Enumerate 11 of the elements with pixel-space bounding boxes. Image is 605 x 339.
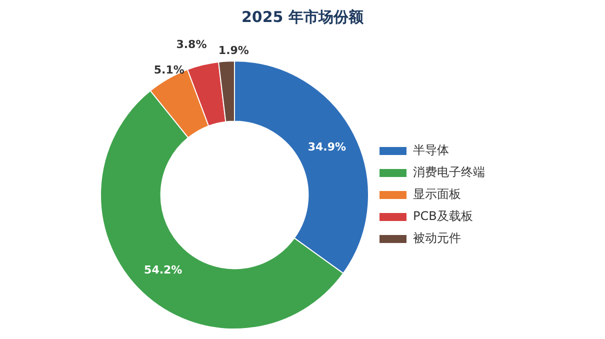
data-label: 34.9% (308, 140, 346, 154)
data-label: 3.8% (176, 38, 207, 52)
legend-label: 被动元件 (413, 231, 461, 246)
legend-label: 消费电子终端 (413, 165, 485, 180)
data-label: 1.9% (218, 44, 249, 58)
legend-label: PCB及载板 (413, 209, 473, 224)
data-label: 5.1% (154, 63, 184, 76)
legend-label: 半导体 (413, 143, 449, 158)
legend-label: 显示面板 (413, 187, 461, 202)
data-label: 54.2% (144, 263, 182, 276)
chart-title: 2025 年市场份额 (240, 8, 364, 27)
